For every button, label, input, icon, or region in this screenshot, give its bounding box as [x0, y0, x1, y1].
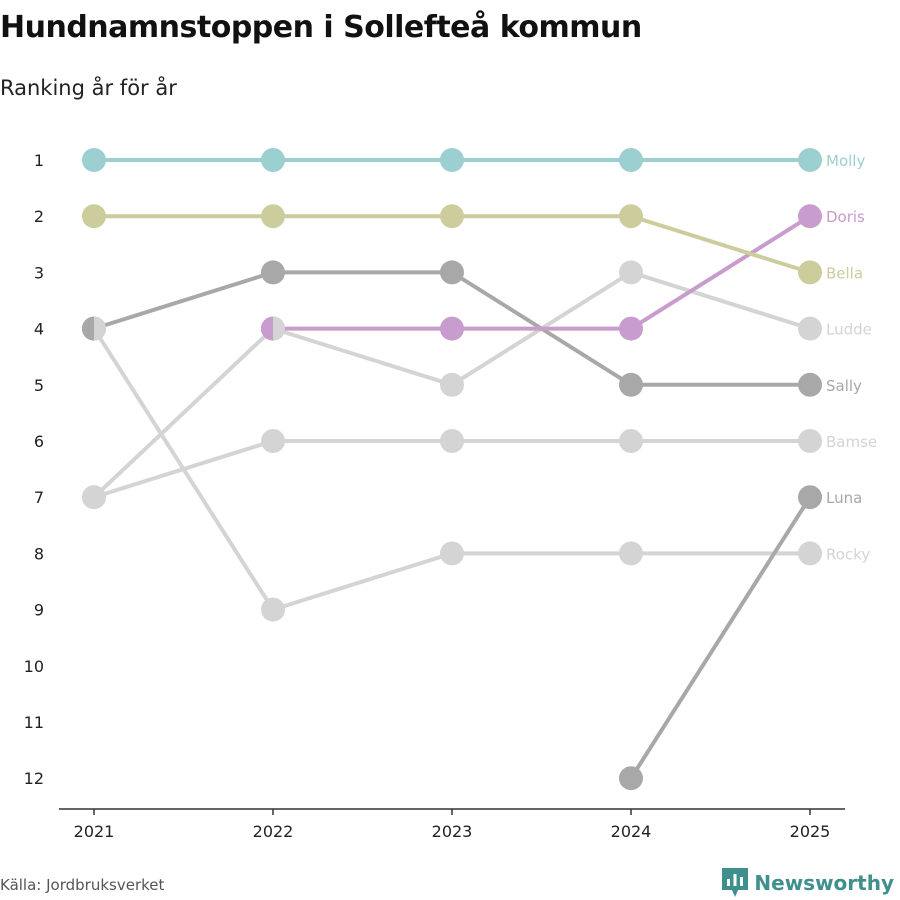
- x-tick-label: 2024: [611, 822, 652, 841]
- data-point-molly: [619, 148, 643, 172]
- series-label-rocky: Rocky: [826, 545, 870, 563]
- series-label-molly: Molly: [826, 152, 865, 170]
- y-tick-label: 2: [34, 207, 44, 226]
- data-point-luna: [619, 766, 643, 791]
- series-line-doris: [273, 214, 812, 331]
- data-point-bella: [440, 204, 464, 229]
- y-tick-label: 5: [34, 376, 44, 395]
- brand-name: Newsworthy: [754, 871, 894, 895]
- y-tick-label: 12: [24, 769, 44, 788]
- y-tick-label: 6: [34, 432, 44, 451]
- data-point-ludde: [798, 316, 822, 341]
- data-point-sally: [619, 372, 643, 397]
- data-point-shared-2022-rank4-left: [261, 316, 273, 341]
- y-tick-label: 1: [34, 151, 44, 170]
- series-label-bella: Bella: [826, 264, 863, 282]
- data-point-doris: [619, 316, 643, 341]
- data-point-molly: [261, 148, 285, 172]
- y-tick-label: 3: [34, 263, 44, 282]
- y-tick-label: 9: [34, 601, 44, 620]
- data-point-rocky: [261, 597, 285, 622]
- y-tick-label: 4: [34, 320, 44, 339]
- series-line-rocky: [92, 327, 810, 612]
- data-point-shared-2022-rank4-right: [273, 316, 285, 341]
- x-tick-label: 2023: [432, 822, 473, 841]
- data-point-molly: [798, 148, 822, 172]
- data-point-molly: [82, 148, 106, 172]
- y-tick-label: 11: [24, 713, 44, 732]
- brand-logo: Newsworthy: [722, 868, 894, 898]
- chart-subtitle: Ranking år för år: [0, 76, 177, 100]
- data-point-sally: [261, 260, 285, 285]
- y-tick-label: 10: [24, 657, 44, 676]
- data-point-bamse: [261, 429, 285, 453]
- data-point-doris: [798, 204, 822, 229]
- data-point-bella: [261, 204, 285, 229]
- series-label-bamse: Bamse: [826, 433, 877, 451]
- data-point-shared-2021-rank4-right: [94, 316, 107, 341]
- series-label-sally: Sally: [826, 377, 862, 395]
- data-point-sally: [440, 260, 464, 285]
- x-tick-label: 2022: [253, 822, 294, 841]
- data-point-bamse: [82, 485, 106, 510]
- data-point-luna: [798, 485, 822, 510]
- x-tick-label: 2021: [74, 822, 115, 841]
- data-point-doris: [440, 316, 464, 341]
- data-point-ludde: [440, 372, 464, 397]
- series-label-ludde: Ludde: [826, 321, 872, 339]
- data-point-bella: [619, 204, 643, 229]
- source-note: Källa: Jordbruksverket: [0, 876, 165, 894]
- data-point-bamse: [798, 429, 822, 453]
- data-point-bamse: [619, 429, 643, 453]
- x-tick-label: 2025: [790, 822, 831, 841]
- chart-title: Hundnamnstoppen i Sollefteå kommun: [0, 10, 642, 45]
- data-point-bella: [82, 204, 106, 229]
- y-tick-label: 8: [34, 544, 44, 563]
- data-point-rocky: [798, 541, 822, 566]
- data-point-bella: [798, 260, 822, 285]
- data-point-sally: [798, 372, 822, 397]
- data-point-shared-2021-rank4-left: [82, 316, 94, 341]
- series-lines: [92, 158, 812, 780]
- data-point-ludde: [619, 260, 643, 285]
- series-label-luna: Luna: [826, 489, 862, 507]
- y-tick-label: 7: [34, 488, 44, 507]
- series-line-luna: [629, 496, 812, 780]
- newsworthy-logo-icon: [722, 868, 749, 897]
- series-labels: Ludde Bamse Rocky Sally Luna Molly Doris Bella: [826, 152, 877, 563]
- data-point-rocky: [619, 541, 643, 566]
- data-point-molly: [440, 148, 464, 172]
- series-label-doris: Doris: [826, 208, 865, 226]
- data-point-bamse: [440, 429, 464, 453]
- series-points: [82, 148, 822, 791]
- data-point-rocky: [440, 541, 464, 566]
